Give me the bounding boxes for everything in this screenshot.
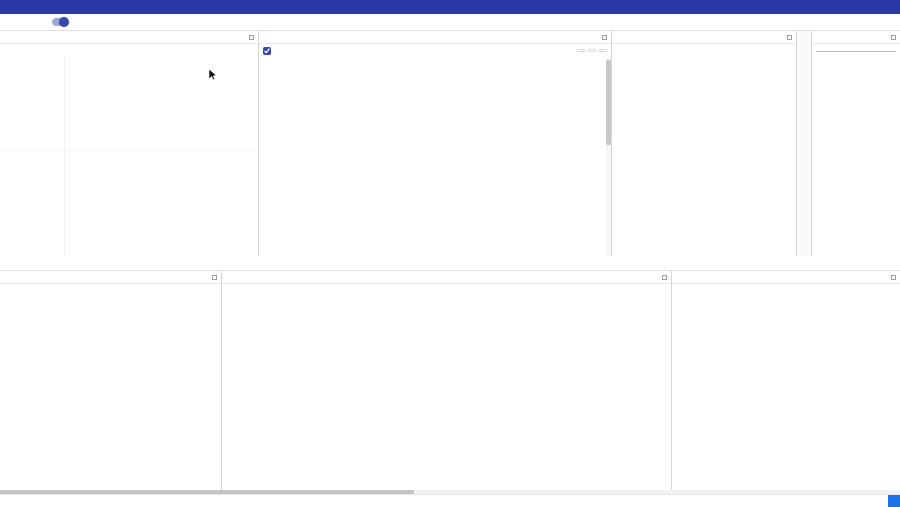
data-table-panel [259,31,611,256]
only-show-selected-checkbox[interactable] [263,47,271,55]
horizontal-scrollbar[interactable] [0,490,900,494]
data-table-scroll-area [259,57,611,256]
classification-results-panel [0,271,221,494]
salience-header [222,271,671,284]
upper-panel-row [0,31,900,256]
maximize-icon[interactable] [602,35,607,40]
embeddings-panel [0,31,258,256]
color-by-select[interactable] [816,50,896,52]
lit-app [0,0,900,507]
classification-sections [0,284,221,494]
slice-editor-tab[interactable] [797,31,811,256]
module-tabbar [0,256,900,271]
reset-view-button[interactable] [577,49,585,52]
selection-toolbar [0,14,900,31]
top-bar [0,0,900,14]
compare-datapoints-control [48,18,68,26]
salience-sections [222,284,671,494]
vertical-scrollbar[interactable] [606,57,611,256]
color-header [812,31,900,44]
maximize-icon[interactable] [891,35,896,40]
corner-badge [888,495,900,507]
attention-sections [672,284,900,494]
salience-maps-panel [222,271,671,494]
scrollbar-thumb[interactable] [0,490,414,494]
datapoint-editor-sections [612,44,796,256]
maximize-icon[interactable] [249,35,254,40]
lower-panel-row [0,271,900,494]
embeddings-controls [0,44,258,57]
mouse-cursor [209,69,218,81]
datapoint-editor-panel [612,31,796,256]
data-table-controls [259,44,611,57]
embeddings-scatter [0,57,258,256]
embeddings-plot[interactable] [0,57,258,256]
maximize-icon[interactable] [891,275,896,280]
footer [0,494,900,507]
color-body [812,44,900,58]
embeddings-header [0,31,258,44]
color-panel [812,31,900,256]
scrollbar-thumb[interactable] [606,60,611,145]
select-all-button[interactable] [588,49,596,52]
maximize-icon[interactable] [662,275,667,280]
attention-header [672,271,900,284]
maximize-icon[interactable] [212,275,217,280]
maximize-icon[interactable] [787,35,792,40]
data-table-header [259,31,611,44]
columns-button[interactable] [599,49,607,52]
compare-datapoints-toggle[interactable] [52,18,68,26]
classification-header [0,271,221,284]
attention-panel [672,271,900,494]
datapoint-editor-header [612,31,796,44]
